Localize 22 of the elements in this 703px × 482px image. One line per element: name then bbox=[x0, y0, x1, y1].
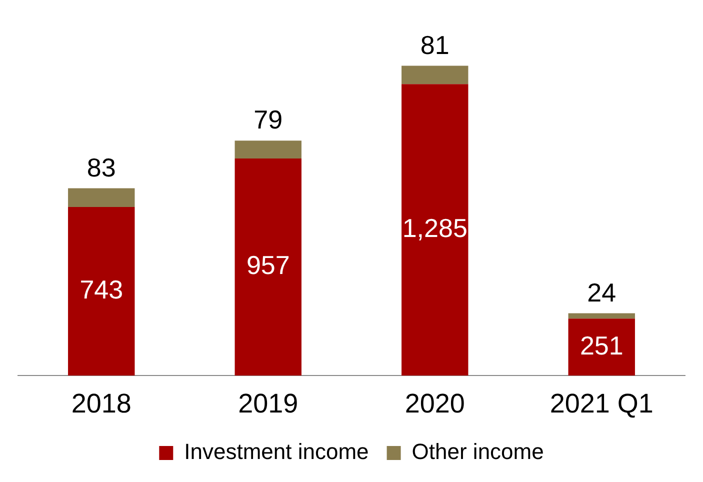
bar bbox=[402, 66, 468, 84]
bar bbox=[68, 207, 135, 376]
data-label: 24 bbox=[587, 277, 616, 308]
x-tick-label: 2021 Q1 bbox=[550, 388, 654, 418]
bar bbox=[68, 188, 135, 208]
legend-label: Other income bbox=[412, 439, 544, 464]
bar bbox=[568, 318, 635, 376]
bar bbox=[402, 84, 468, 376]
data-label: 743 bbox=[80, 274, 124, 304]
data-label: 79 bbox=[254, 104, 283, 135]
bar bbox=[234, 158, 302, 376]
x-tick-label: 2020 bbox=[404, 388, 465, 418]
bar bbox=[568, 313, 635, 319]
data-label: 251 bbox=[580, 330, 624, 360]
data-label: 957 bbox=[246, 250, 290, 280]
x-tick-label: 2018 bbox=[71, 388, 132, 418]
bar bbox=[234, 140, 302, 158]
data-label: 83 bbox=[86, 152, 116, 182]
legend-label: Investment income bbox=[184, 439, 369, 464]
x-tick-label: 2019 bbox=[238, 388, 298, 418]
data-label: 1,285 bbox=[402, 213, 468, 244]
data-label: 81 bbox=[420, 30, 450, 60]
